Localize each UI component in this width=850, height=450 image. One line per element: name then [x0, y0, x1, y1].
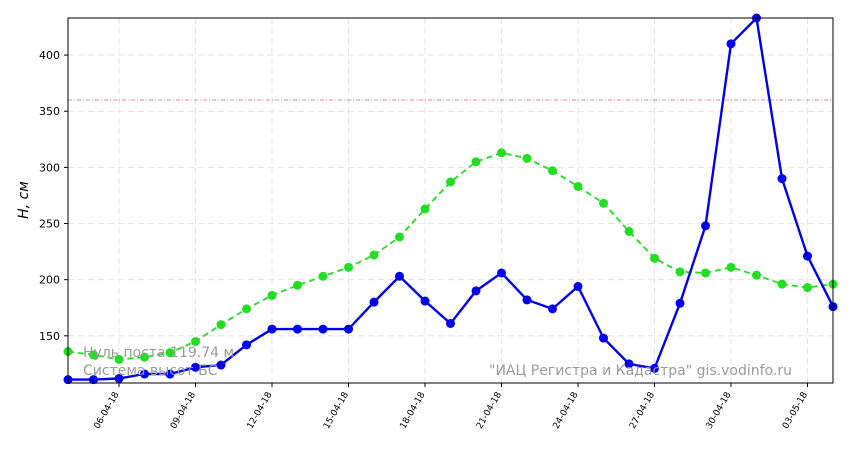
data-point	[548, 166, 557, 176]
data-point	[471, 157, 481, 167]
data-point	[216, 320, 226, 330]
series-group	[63, 13, 838, 385]
data-point	[293, 280, 302, 290]
data-point	[446, 318, 455, 328]
x-tick-label: 24-04-18	[552, 390, 581, 431]
data-point	[216, 360, 226, 370]
y-axis-label: H, см	[16, 181, 32, 219]
data-point	[267, 324, 277, 334]
data-point	[752, 270, 761, 280]
data-point	[89, 350, 98, 360]
data-point	[191, 336, 200, 346]
data-point	[624, 226, 634, 236]
data-point	[650, 253, 659, 263]
y-tick-label: 300	[39, 161, 60, 174]
x-tick-label: 06-04-18	[93, 390, 122, 431]
data-point	[497, 268, 506, 278]
data-point	[140, 352, 149, 362]
watermark-height-system: Система высот БС	[83, 363, 218, 379]
data-point	[650, 363, 659, 373]
data-point	[318, 271, 328, 281]
series-1	[63, 148, 838, 364]
data-point	[242, 304, 251, 314]
data-point	[318, 324, 328, 334]
data-point	[803, 283, 812, 293]
data-point	[140, 369, 149, 379]
grid	[68, 18, 833, 383]
x-axis: 06-04-18 09-04-18 12-04-18 15-04-18 18-04-18…	[93, 383, 810, 431]
data-point	[777, 279, 787, 289]
data-point	[522, 153, 532, 163]
y-tick-label: 200	[39, 274, 60, 287]
data-point	[242, 340, 251, 350]
x-tick-label: 27-04-18	[628, 390, 657, 431]
x-tick-label: 15-04-18	[322, 390, 351, 431]
data-point	[369, 297, 379, 307]
data-point	[573, 281, 583, 291]
data-point	[599, 198, 608, 208]
x-tick-label: 03-05-18	[781, 390, 810, 431]
data-point	[191, 362, 200, 372]
series-0	[63, 13, 838, 385]
data-point	[599, 333, 608, 343]
data-point	[777, 174, 787, 184]
data-point	[165, 348, 175, 358]
data-point	[395, 271, 404, 281]
y-tick-label: 350	[39, 105, 60, 118]
x-tick-label: 18-04-18	[399, 390, 428, 431]
y-tick-label: 150	[39, 330, 60, 343]
data-point	[497, 148, 506, 158]
data-point	[446, 177, 455, 187]
data-point	[726, 39, 736, 49]
y-tick-label: 400	[39, 49, 60, 62]
x-tick-label: 09-04-18	[169, 390, 198, 431]
data-point	[165, 369, 175, 379]
data-point	[726, 262, 736, 272]
data-point	[293, 324, 302, 334]
watermark-datum: Нуль поста 119.74 м	[83, 345, 234, 361]
data-point	[522, 295, 532, 305]
data-point	[624, 359, 634, 369]
data-point	[369, 250, 379, 260]
data-point	[675, 267, 685, 277]
data-point	[344, 262, 353, 272]
x-tick-label: 30-04-18	[705, 390, 734, 431]
data-point	[471, 286, 481, 296]
x-tick-label: 12-04-18	[246, 390, 275, 431]
x-tick-label: 21-04-18	[475, 390, 504, 431]
watermark-source: "ИАЦ Регистра и Кадастра" gis.vodinfo.ru	[489, 363, 792, 379]
plot-frame	[67, 17, 834, 384]
y-axis: 150 200 250 300 350 400	[39, 49, 68, 343]
data-point	[344, 324, 353, 334]
data-point	[803, 251, 812, 261]
data-point	[89, 375, 98, 385]
data-point	[573, 181, 583, 191]
data-point	[420, 296, 430, 306]
data-point	[548, 304, 557, 314]
data-point	[701, 268, 710, 278]
data-point	[267, 290, 277, 300]
data-point	[420, 204, 430, 214]
y-tick-label: 250	[39, 218, 60, 231]
data-point	[701, 221, 710, 231]
data-point	[395, 232, 404, 242]
data-point	[675, 298, 685, 308]
data-point	[114, 354, 124, 364]
data-point	[114, 374, 124, 384]
